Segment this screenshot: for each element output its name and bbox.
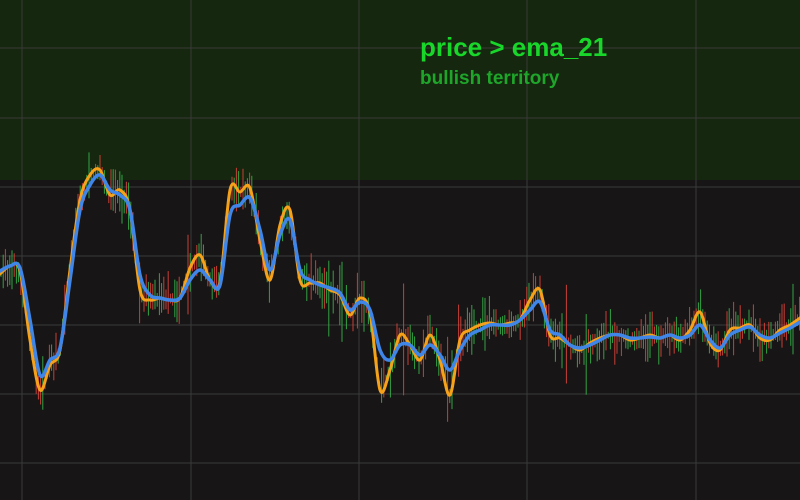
bullish-zone: [0, 0, 800, 180]
signal-subtitle: bullish territory: [420, 68, 560, 89]
ema-21-line: [0, 173, 800, 379]
signal-title: price > ema_21: [420, 32, 607, 62]
